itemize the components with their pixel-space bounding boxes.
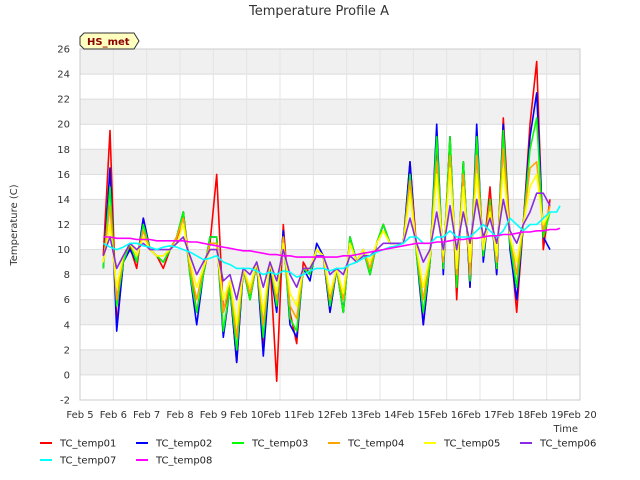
x-tick-label: Feb 13 bbox=[330, 410, 364, 421]
series-line-tc-temp07 bbox=[102, 205, 561, 278]
y-tick-label: 24 bbox=[57, 70, 70, 81]
x-tick-label: Feb 17 bbox=[463, 410, 497, 421]
y-tick-label: 20 bbox=[57, 120, 70, 131]
plot-band bbox=[80, 49, 580, 75]
plot-band bbox=[80, 349, 580, 375]
x-tick-label: Feb 8 bbox=[166, 410, 193, 421]
y-tick-label: 16 bbox=[57, 170, 70, 181]
x-tick-label: Feb 19 bbox=[530, 410, 564, 421]
y-tick-label: 0 bbox=[64, 370, 70, 381]
legend-tc-temp02-label: TC_temp02 bbox=[155, 439, 212, 450]
x-axis-label: Time bbox=[553, 424, 578, 435]
legend: TC_temp01 TC_temp02 TC_temp03 TC_temp04 TC_t… bbox=[40, 439, 596, 467]
badge-label: HS_met bbox=[87, 37, 130, 48]
y-tick-label: 4 bbox=[64, 320, 70, 331]
plot-frame bbox=[79, 48, 581, 401]
legend-tc-temp05-label: TC_temp05 bbox=[443, 439, 500, 450]
x-tick-label: Feb 11 bbox=[263, 410, 297, 421]
badge-shape bbox=[79, 32, 140, 50]
series-line-tc-temp06 bbox=[102, 192, 551, 301]
x-tick-label: Feb 20 bbox=[563, 410, 597, 421]
plot-band bbox=[80, 199, 580, 225]
plot-band bbox=[80, 149, 580, 175]
chart-title: Temperature Profile A bbox=[248, 4, 389, 19]
y-axis-label: Temperature (C) bbox=[9, 184, 20, 266]
x-tick-label: Feb 6 bbox=[100, 410, 127, 421]
legend-tc-temp07-label: TC_temp07 bbox=[59, 456, 116, 467]
y-tick-label: 6 bbox=[64, 295, 70, 306]
y-tick-label: 12 bbox=[57, 220, 70, 231]
y-tick-label: 10 bbox=[57, 245, 70, 256]
y-tick-label: 14 bbox=[57, 195, 70, 206]
series-layer bbox=[102, 60, 561, 383]
y-tick-label: 8 bbox=[64, 270, 70, 281]
station-badge: HS_met bbox=[79, 32, 140, 50]
x-tick-label: Feb 7 bbox=[133, 410, 160, 421]
x-tick-label: Feb 5 bbox=[66, 410, 93, 421]
x-tick-label: Feb 14 bbox=[363, 410, 397, 421]
x-tick-label: Feb 15 bbox=[397, 410, 431, 421]
series-line-tc-temp08 bbox=[103, 227, 561, 258]
legend-tc-temp08-label: TC_temp08 bbox=[155, 456, 212, 467]
y-tick-label: 26 bbox=[57, 45, 70, 56]
legend-tc-temp01-label: TC_temp01 bbox=[59, 439, 116, 450]
x-tick-label: Feb 12 bbox=[297, 410, 331, 421]
legend-tc-temp04-label: TC_temp04 bbox=[347, 439, 404, 450]
legend-tc-temp06-label: TC_temp06 bbox=[539, 439, 596, 450]
y-tick-label: 18 bbox=[57, 145, 70, 156]
y-tick-label: 2 bbox=[64, 345, 70, 356]
y-tick-label: 22 bbox=[57, 95, 70, 106]
x-tick-label: Feb 18 bbox=[497, 410, 531, 421]
x-tick-label: Feb 10 bbox=[230, 410, 264, 421]
plot-band bbox=[80, 99, 580, 125]
x-tick-label: Feb 16 bbox=[430, 410, 464, 421]
x-tick-label: Feb 9 bbox=[200, 410, 227, 421]
legend-tc-temp03-label: TC_temp03 bbox=[251, 439, 308, 450]
y-tick-label: -2 bbox=[60, 396, 70, 407]
